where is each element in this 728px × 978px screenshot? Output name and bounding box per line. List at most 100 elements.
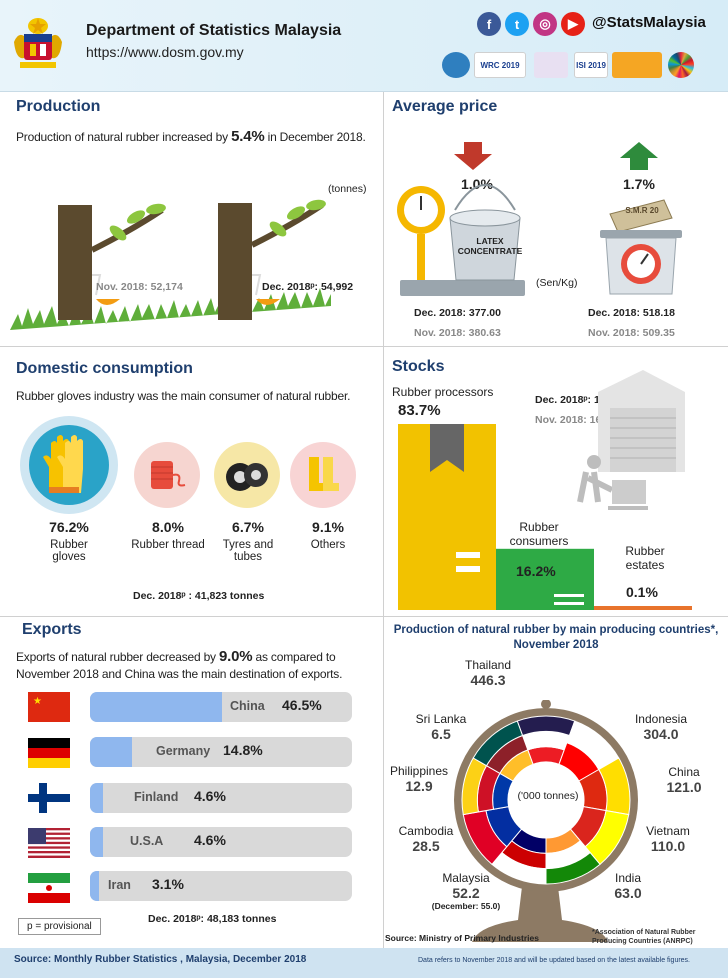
latex-nov: Nov. 2018: 380.63 (414, 327, 501, 339)
domestic-label-3: Others (310, 539, 346, 551)
others-circle (290, 442, 356, 508)
isi-logo: ISI 2019 (574, 52, 608, 78)
exports-desc-pre: Exports of natural rubber decreased by (16, 650, 219, 664)
header: Department of Statistics Malaysia https:… (0, 0, 728, 92)
country-malaysia: Malaysia 52.2 (December: 55.0) (424, 871, 508, 911)
country-value: 28.5 (412, 838, 440, 854)
stocks-pct-1: 16.2% (516, 563, 556, 579)
exports-desc-post: as compared to November 2018 and China w… (16, 650, 343, 681)
iran-flag-icon (28, 873, 70, 903)
country-value: 446.3 (470, 672, 506, 688)
header-url[interactable]: https://www.dosm.gov.my (86, 44, 244, 60)
country-value: 52.2 (452, 885, 480, 901)
domestic-label-0: Rubber gloves (50, 539, 88, 563)
production-desc-pre: Production of natural rubber increased b… (16, 130, 232, 144)
arrow-down-icon (454, 142, 492, 170)
countries-wheel-illustration (454, 700, 638, 942)
domestic-total: Dec. 2018ᵖ : 41,823 tonnes (133, 590, 265, 602)
export-fill (90, 737, 132, 767)
production-title: Production (16, 98, 101, 115)
export-bar-iran: Iran 3.1% (90, 871, 352, 901)
thread-circle (134, 442, 200, 508)
domestic-pct-0: 76.2% (49, 519, 89, 535)
domestic-label-2: Tyres and tubes (222, 539, 274, 563)
stocks-label-1: Rubber consumers (509, 520, 569, 548)
country-name: China (668, 765, 700, 779)
export-fill (90, 827, 104, 857)
export-pct: 3.1% (152, 876, 184, 892)
stripe (554, 594, 584, 597)
wheel-flag-wedge (472, 720, 524, 767)
exports-title: Exports (22, 621, 82, 638)
smr-label: S.M.R 20 (625, 206, 659, 215)
domestic-desc: Rubber gloves industry was the main cons… (16, 389, 351, 403)
domestic-title: Domestic consumption (16, 360, 193, 377)
country-name: Thailand (464, 658, 512, 672)
domestic-label-1: Rubber thread (131, 539, 205, 551)
scale-latex-illustration (397, 184, 525, 296)
export-country: Germany (156, 744, 211, 758)
anrpc-note: *Association of Natural Rubber Producing… (592, 929, 696, 945)
divider (0, 616, 728, 617)
stocks-label-0: Rubber processors (392, 385, 494, 399)
production-desc-pct: 5.4% (231, 128, 265, 145)
export-country: Iran (108, 878, 131, 892)
stripe (554, 602, 584, 605)
footer-source: Source: Monthly Rubber Statistics , Mala… (14, 954, 307, 965)
header-title: Department of Statistics Malaysia (86, 22, 342, 39)
divider (0, 346, 728, 347)
country-india: India 63.0 (600, 871, 656, 901)
instagram-icon[interactable]: ◎ (533, 12, 557, 36)
country-value: 110.0 (650, 838, 686, 854)
exports-total: Dec. 2018ᵖ: 48,183 tonnes (148, 913, 277, 925)
domestic-pct-1: 8.0% (152, 519, 184, 535)
country-cambodia: Cambodia 28.5 (390, 824, 462, 854)
export-fill (90, 692, 222, 722)
latex-dec: Dec. 2018: 377.00 (414, 307, 501, 319)
twitter-icon[interactable]: t (505, 12, 529, 36)
country-china: China 121.0 (656, 765, 712, 795)
export-pct: 4.6% (194, 832, 226, 848)
stocks-title: Stocks (392, 358, 445, 375)
country-name: Cambodia (398, 824, 454, 838)
rubber-thread-icon (151, 461, 186, 489)
bookmark-icon (430, 424, 464, 472)
footer-note: Data refers to November 2018 and will be… (418, 957, 691, 964)
production-unit: (tonnes) (328, 183, 367, 195)
provisional-note: p = provisional (18, 918, 101, 935)
facebook-icon[interactable]: f (477, 12, 501, 36)
warehouse-icon (577, 370, 685, 510)
country-value: 304.0 (643, 726, 679, 742)
arrow-up-icon (620, 142, 658, 170)
export-pct: 14.8% (223, 742, 263, 758)
country-name: Sri Lanka (415, 712, 467, 726)
export-bar-usa: U.S.A 4.6% (90, 827, 352, 857)
country-name: Philippines (389, 764, 449, 778)
stock-bar (594, 606, 692, 610)
stocks-pct-2: 0.1% (626, 584, 658, 600)
country-srilanka: Sri Lanka 6.5 (406, 712, 476, 742)
finland-flag-icon (28, 783, 70, 813)
countries-source: Source: Ministry of Primary Industries (385, 933, 539, 943)
exports-desc-pct: 9.0% (219, 648, 253, 665)
tyres-circle (214, 442, 280, 508)
countries-unit: ('000 tonnes) (517, 790, 579, 802)
malaysia-note: (December: 55.0) (431, 901, 501, 911)
tyres-icon (226, 463, 268, 491)
mycensus-logo-icon (612, 52, 662, 78)
country-philippines: Philippines 12.9 (384, 764, 454, 794)
china-flag-icon: ★ (28, 692, 70, 722)
germany-flag-icon (28, 738, 70, 768)
svg-text:★: ★ (33, 696, 42, 707)
social-handle[interactable]: @StatsMalaysia (592, 14, 706, 31)
stocks-chart (398, 424, 692, 610)
youtube-icon[interactable]: ▶ (561, 12, 585, 36)
country-name: Malaysia (442, 871, 490, 885)
country-value: 121.0 (666, 779, 702, 795)
statistik-logo-icon (442, 52, 470, 78)
country-value: 6.5 (431, 726, 451, 742)
export-bar-germany: Germany 14.8% (90, 737, 352, 767)
production-desc: Production of natural rubber increased b… (16, 128, 386, 145)
export-bar-finland: Finland 4.6% (90, 783, 352, 813)
country-name: Vietnam (646, 824, 690, 838)
